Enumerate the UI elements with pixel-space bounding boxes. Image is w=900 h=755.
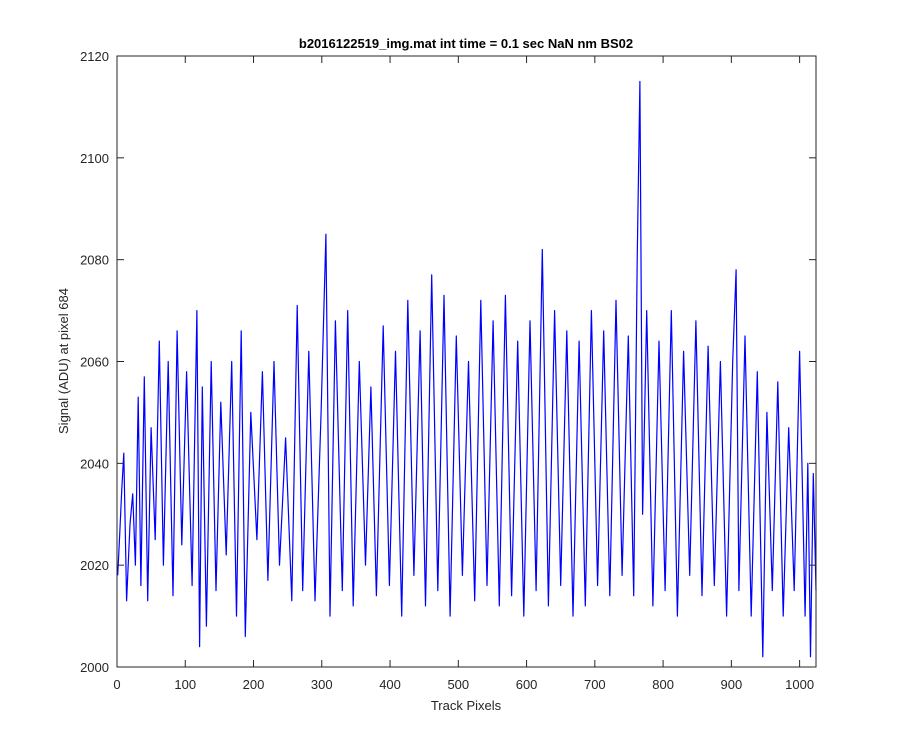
x-tick-label: 800 xyxy=(652,677,674,692)
chart-title: b2016122519_img.mat int time = 0.1 sec N… xyxy=(299,36,633,51)
y-axis-label: Signal (ADU) at pixel 684 xyxy=(56,288,71,434)
y-tick-label: 2000 xyxy=(80,660,109,675)
x-tick-label: 300 xyxy=(311,677,333,692)
x-tick-label: 200 xyxy=(243,677,265,692)
series-line-0 xyxy=(117,80,817,658)
x-tick-label: 100 xyxy=(174,677,196,692)
y-tick-label: 2080 xyxy=(80,253,109,268)
y-tick-label: 2120 xyxy=(80,49,109,64)
x-tick-label: 500 xyxy=(447,677,469,692)
x-tick-label: 900 xyxy=(721,677,743,692)
x-axis: 0 100 200 300 400 500 600 700 800 900 1000 xyxy=(113,56,814,692)
x-tick-label: 600 xyxy=(516,677,538,692)
y-axis: 2000 2020 2040 2060 2080 2100 2120 xyxy=(80,49,816,675)
y-tick-label: 2060 xyxy=(80,355,109,370)
x-tick-label: 0 xyxy=(113,677,120,692)
series-layer xyxy=(117,80,817,658)
x-tick-label: 700 xyxy=(584,677,606,692)
y-tick-label: 2040 xyxy=(80,456,109,471)
x-tick-label: 400 xyxy=(379,677,401,692)
plot-area xyxy=(117,56,816,667)
y-tick-label: 2100 xyxy=(80,151,109,166)
x-axis-label: Track Pixels xyxy=(431,698,502,713)
y-tick-label: 2020 xyxy=(80,558,109,573)
x-tick-label: 1000 xyxy=(785,677,814,692)
